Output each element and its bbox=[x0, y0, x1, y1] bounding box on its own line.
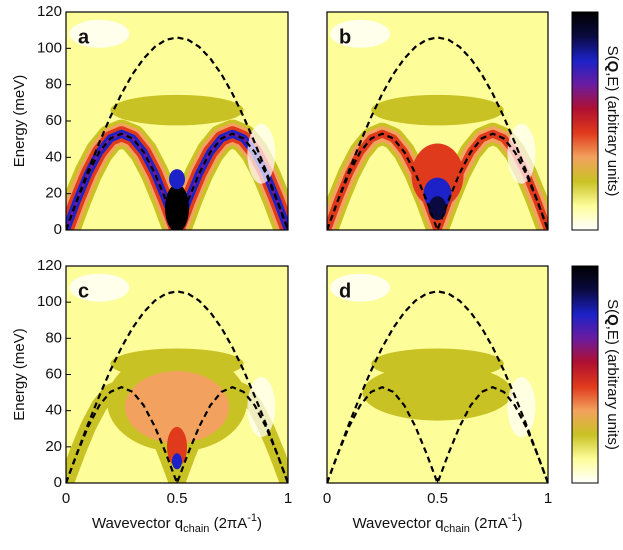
y-axis-label: Energy (meV) bbox=[11, 328, 28, 421]
y-tick-label: 0 bbox=[54, 474, 62, 491]
x-axis-label-end: ) bbox=[257, 515, 262, 532]
y-tick-label: 80 bbox=[45, 76, 62, 93]
y-tick-label: 100 bbox=[37, 39, 62, 56]
intensity-map bbox=[66, 266, 288, 483]
x-axis-label-sub: chain bbox=[183, 523, 209, 535]
y-tick-label: 40 bbox=[45, 402, 62, 419]
colorbar bbox=[571, 11, 599, 231]
plot-frame bbox=[326, 11, 549, 231]
x-axis-label-sub: chain bbox=[444, 523, 470, 535]
dispersion-curve bbox=[327, 385, 548, 483]
y-tick-label: 40 bbox=[45, 148, 62, 165]
intensity-region bbox=[371, 94, 504, 126]
y-tick-label: 80 bbox=[45, 329, 62, 346]
intensity-map bbox=[327, 266, 548, 483]
intensity-region bbox=[247, 123, 276, 184]
y-axis-label: Energy (meV) bbox=[11, 75, 28, 168]
panel: a 0 20 40 60 80 100 120 Energy (meV) bbox=[11, 3, 289, 238]
intensity-region bbox=[169, 169, 185, 190]
x-axis-label-sup: -1 bbox=[508, 512, 518, 524]
intensity-region bbox=[428, 196, 447, 221]
x-axis-label-unit: (2πA bbox=[470, 515, 508, 532]
dispersion-curve bbox=[66, 132, 288, 230]
intensity-map bbox=[327, 12, 548, 230]
intensity-region bbox=[69, 273, 130, 302]
dispersion-curve bbox=[66, 36, 288, 230]
intensity-region bbox=[69, 19, 130, 48]
x-tick-label: 0.5 bbox=[167, 490, 188, 507]
intensity-region bbox=[167, 426, 187, 467]
intensity-region bbox=[330, 273, 391, 302]
x-axis-label-end: ) bbox=[518, 515, 523, 532]
x-tick-label: 0 bbox=[62, 490, 70, 507]
colorbar-label-bold: Q bbox=[604, 61, 621, 73]
x-tick-label: 0 bbox=[323, 490, 331, 507]
x-axis-label: Wavevector qchain (2πA-1) bbox=[352, 512, 522, 535]
panel: d 0 0.5 1 Wavevector qchain (2πA-1) S(Q,E) (a… bbox=[323, 265, 621, 535]
y-tick-label: 120 bbox=[37, 3, 62, 20]
intensity-region bbox=[330, 19, 391, 48]
colorbar-label-pre: S( bbox=[604, 46, 621, 61]
intensity-region bbox=[172, 453, 182, 470]
y-tick-label: 20 bbox=[45, 185, 62, 202]
y-tick-label: 60 bbox=[45, 112, 62, 129]
intensity-region bbox=[110, 94, 244, 126]
y-tick-label: 20 bbox=[45, 438, 62, 455]
panel-label: c bbox=[78, 280, 89, 302]
dispersion-curve bbox=[327, 290, 548, 483]
x-tick-label: 1 bbox=[284, 490, 292, 507]
x-axis-label-sup: -1 bbox=[247, 512, 257, 524]
y-tick-label: 60 bbox=[45, 365, 62, 382]
panel: c 0 20 40 60 80 100 120 0 0.5 1 Energy (meV) Wavevec… bbox=[11, 257, 292, 535]
y-tick-label: 120 bbox=[37, 257, 62, 274]
intensity-region bbox=[247, 377, 276, 438]
intensity-region bbox=[507, 377, 536, 438]
x-axis-label-unit: (2πA bbox=[209, 515, 247, 532]
x-axis-label-text: Wavevector q bbox=[352, 515, 443, 532]
intensity-region bbox=[125, 371, 229, 444]
dispersion-curve bbox=[66, 385, 288, 483]
panel: b S(Q,E) (arbitrary units) bbox=[326, 11, 621, 231]
dispersion-curve bbox=[66, 290, 288, 483]
intensity-region bbox=[165, 184, 189, 230]
y-tick-label: 0 bbox=[54, 221, 62, 238]
colorbar-label-post: ,E) (arbitrary units) bbox=[604, 72, 621, 196]
x-tick-label: 1 bbox=[544, 490, 552, 507]
y-tick-label: 100 bbox=[37, 293, 62, 310]
x-tick-label: 0.5 bbox=[427, 490, 448, 507]
intensity-region bbox=[362, 364, 513, 421]
colorbar-label: S(Q,E) (arbitrary units) bbox=[604, 46, 621, 197]
colorbar-label-pre: S( bbox=[604, 299, 621, 314]
colorbar bbox=[571, 265, 599, 484]
x-axis-label-text: Wavevector q bbox=[92, 515, 183, 532]
colorbar-label: S(Q,E) (arbitrary units) bbox=[604, 299, 621, 450]
colorbar-label-bold: Q bbox=[604, 314, 621, 326]
panel-label: d bbox=[339, 280, 351, 302]
colorbar-label-post: ,E) (arbitrary units) bbox=[604, 326, 621, 450]
dispersion-curve bbox=[327, 36, 548, 230]
dispersion-curve bbox=[327, 132, 548, 230]
panel-label: b bbox=[339, 26, 351, 48]
x-axis-label: Wavevector qchain (2πA-1) bbox=[92, 512, 262, 535]
panel-label: a bbox=[78, 26, 90, 48]
intensity-map bbox=[66, 12, 288, 230]
intensity-region bbox=[507, 123, 536, 184]
